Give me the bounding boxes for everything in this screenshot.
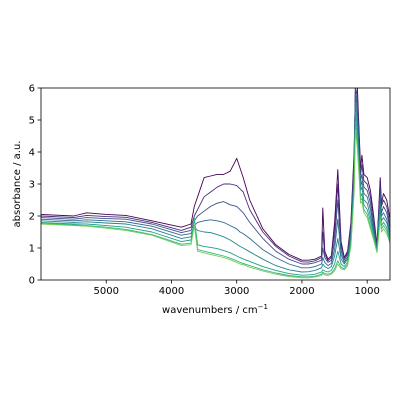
y-tick-label: 0	[29, 276, 35, 287]
series-line-1	[41, 88, 390, 261]
x-axis-ticks: 5000 4000 3000 2000 1000	[94, 280, 380, 297]
y-tick-label: 4	[29, 148, 35, 159]
y-tick-label: 3	[29, 180, 35, 191]
series-line-2	[41, 88, 390, 263]
y-tick-label: 5	[29, 116, 35, 127]
y-tick-label: 2	[29, 212, 35, 223]
series-line-3	[41, 88, 390, 265]
x-tick-label: 5000	[94, 286, 119, 297]
x-axis-label: wavenumbers / cm−1	[162, 303, 268, 316]
series-line-7	[41, 122, 390, 278]
x-tick-label: 2000	[289, 286, 314, 297]
series-line-6	[41, 113, 390, 276]
y-tick-label: 1	[29, 244, 35, 255]
series-line-8	[41, 129, 390, 279]
series-line-4	[41, 93, 390, 269]
x-tick-label: 4000	[159, 286, 184, 297]
series-lines	[41, 88, 390, 279]
x-tick-label: 1000	[354, 286, 379, 297]
y-tick-label: 6	[29, 84, 35, 95]
y-axis-ticks: 0 1 2 3 4 5 6	[29, 84, 41, 287]
y-axis-label: absorbance / a.u.	[12, 141, 23, 228]
x-tick-label: 3000	[224, 286, 249, 297]
